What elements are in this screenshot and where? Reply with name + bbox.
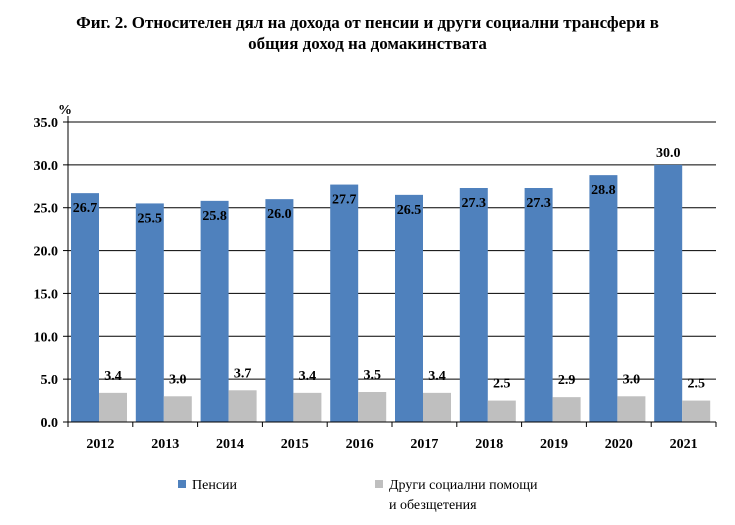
bar-other-2018 bbox=[487, 400, 516, 422]
y-tick-label-0: 0.0 bbox=[41, 416, 59, 431]
y-tick-label-4: 20.0 bbox=[34, 245, 59, 260]
x-tick-label-2018: 2018 bbox=[475, 437, 503, 452]
bar-other-2013 bbox=[163, 396, 192, 422]
data-label-pensions-2017: 26.5 bbox=[397, 203, 422, 218]
y-tick-label-7: 35.0 bbox=[34, 116, 59, 131]
x-tick-label-2021: 2021 bbox=[670, 437, 698, 452]
bar-other-2016 bbox=[358, 392, 387, 422]
chart-title-line-2: общия доход на домакинствата bbox=[248, 34, 487, 53]
data-label-pensions-2013: 25.5 bbox=[138, 211, 163, 226]
y-unit-label: % bbox=[58, 103, 72, 118]
chart-title: Фиг. 2. Относителен дял на дохода от пен… bbox=[0, 12, 735, 54]
y-tick-label-3: 15.0 bbox=[34, 287, 59, 302]
data-label-pensions-2015: 26.0 bbox=[267, 207, 292, 222]
bar-pensions-2017 bbox=[395, 194, 423, 422]
legend-swatch-pensions bbox=[178, 480, 186, 488]
data-label-pensions-2021: 30.0 bbox=[656, 146, 681, 161]
y-tick-label-6: 30.0 bbox=[34, 159, 59, 174]
bar-pensions-2014 bbox=[200, 200, 229, 422]
bar-pensions-2012 bbox=[71, 193, 99, 422]
data-label-other-2016: 3.5 bbox=[363, 368, 381, 383]
bar-pensions-2020 bbox=[589, 175, 618, 422]
data-label-pensions-2016: 27.7 bbox=[332, 193, 357, 208]
x-tick-label-2017: 2017 bbox=[410, 437, 438, 452]
bar-pensions-2021 bbox=[654, 164, 683, 422]
legend-label-other-2: и обезщетения bbox=[389, 498, 477, 513]
x-tick-label-2019: 2019 bbox=[540, 437, 568, 452]
bar-pensions-2016 bbox=[330, 184, 359, 422]
chart-title-line-1: Фиг. 2. Относителен дял на дохода от пен… bbox=[76, 13, 659, 32]
data-label-other-2015: 3.4 bbox=[299, 369, 317, 384]
x-tick-label-2014: 2014 bbox=[216, 437, 244, 452]
data-label-other-2012: 3.4 bbox=[104, 369, 122, 384]
y-tick-label-2: 10.0 bbox=[34, 330, 59, 345]
data-label-other-2018: 2.5 bbox=[493, 377, 511, 392]
data-label-pensions-2014: 25.8 bbox=[202, 209, 227, 224]
legend-label-other-1: Други социални помощи bbox=[389, 478, 538, 493]
bar-other-2014 bbox=[228, 390, 257, 422]
bar-other-2020 bbox=[617, 396, 646, 422]
bar-other-2017 bbox=[423, 392, 451, 422]
data-label-pensions-2020: 28.8 bbox=[591, 183, 616, 198]
bar-other-2019 bbox=[552, 397, 581, 422]
bar-pensions-2019 bbox=[524, 188, 553, 422]
y-tick-label-1: 5.0 bbox=[41, 373, 59, 388]
bar-other-2012 bbox=[99, 392, 127, 422]
x-tick-label-2016: 2016 bbox=[346, 437, 374, 452]
data-label-pensions-2019: 27.3 bbox=[526, 196, 551, 211]
bar-other-2015 bbox=[293, 392, 322, 422]
x-tick-label-2020: 2020 bbox=[605, 437, 633, 452]
data-label-other-2014: 3.7 bbox=[234, 366, 252, 381]
data-label-other-2019: 2.9 bbox=[558, 373, 576, 388]
bar-other-2021 bbox=[682, 400, 711, 422]
data-label-other-2020: 3.0 bbox=[623, 372, 641, 387]
x-tick-label-2013: 2013 bbox=[151, 437, 179, 452]
data-label-other-2021: 2.5 bbox=[687, 377, 705, 392]
legend-swatch-other bbox=[375, 480, 383, 488]
x-tick-label-2015: 2015 bbox=[281, 437, 309, 452]
data-label-other-2013: 3.0 bbox=[169, 372, 187, 387]
bar-pensions-2018 bbox=[459, 188, 488, 422]
data-label-pensions-2012: 26.7 bbox=[73, 201, 98, 216]
y-tick-label-5: 25.0 bbox=[34, 202, 59, 217]
legend-label-pensions: Пенсии bbox=[192, 478, 238, 493]
data-label-other-2017: 3.4 bbox=[428, 369, 446, 384]
x-tick-label-2012: 2012 bbox=[86, 437, 114, 452]
data-label-pensions-2018: 27.3 bbox=[462, 196, 487, 211]
bar-pensions-2013 bbox=[135, 203, 164, 422]
bar-pensions-2015 bbox=[265, 199, 294, 422]
